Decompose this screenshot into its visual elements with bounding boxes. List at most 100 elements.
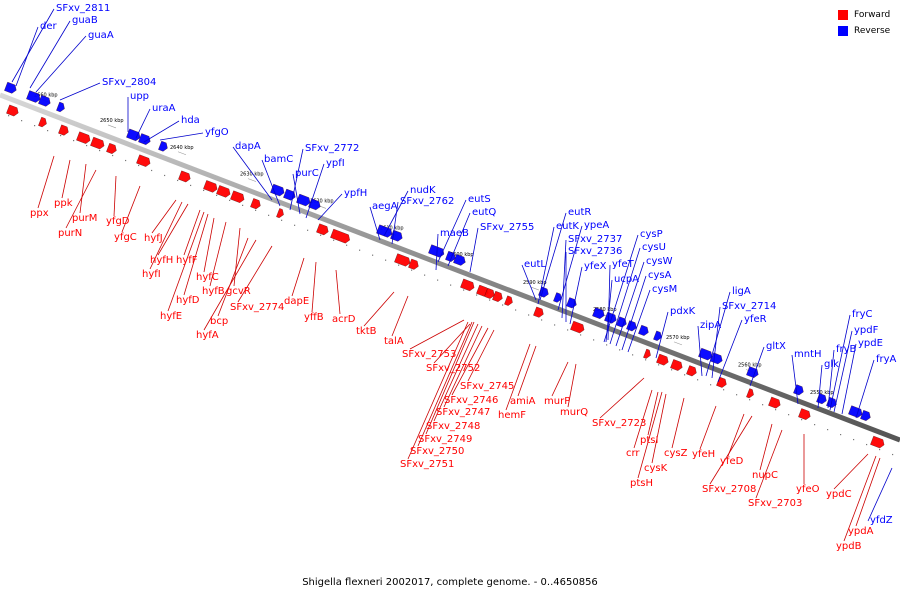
minor-tick bbox=[528, 314, 530, 316]
minor-tick bbox=[86, 144, 88, 147]
minor-tick bbox=[385, 259, 387, 261]
forward-gene-label: hyfI bbox=[142, 269, 161, 280]
forward-gene-label: SFxv_2703 bbox=[748, 498, 802, 509]
forward-gene-label: ypdC bbox=[826, 489, 852, 500]
forward-gene-leader bbox=[217, 237, 249, 317]
forward-gene-leader bbox=[113, 175, 117, 217]
reverse-gene-leader bbox=[447, 212, 471, 267]
forward-gene-label: ppk bbox=[54, 198, 73, 209]
reverse-gene-label: fryB bbox=[836, 344, 857, 355]
reverse-gene-leader bbox=[521, 264, 537, 301]
minor-tick bbox=[723, 389, 725, 391]
forward-gene-label: purN bbox=[58, 228, 82, 239]
reverse-gene-label: maeB bbox=[440, 228, 469, 239]
reverse-gene-block bbox=[698, 347, 713, 361]
reverse-gene-label: eutK bbox=[556, 221, 579, 232]
reverse-gene-label: bamC bbox=[264, 154, 293, 165]
minor-tick bbox=[840, 434, 842, 436]
kbp-tick-mark bbox=[530, 286, 540, 291]
reverse-gene-leader bbox=[11, 8, 55, 83]
forward-gene-block bbox=[768, 396, 781, 409]
minor-tick bbox=[320, 234, 322, 236]
kbp-tick-label: 2550 kbp bbox=[810, 390, 834, 396]
forward-gene-label: yfeO bbox=[796, 484, 820, 495]
forward-gene-label: hyfC bbox=[196, 272, 219, 283]
forward-gene-leader bbox=[149, 201, 183, 270]
reverse-gene-block bbox=[158, 140, 168, 152]
forward-gene-label: ptsH bbox=[630, 478, 653, 489]
reverse-gene-block bbox=[453, 254, 466, 266]
reverse-gene-block bbox=[592, 307, 605, 319]
reverse-gene-block bbox=[38, 94, 51, 107]
reverse-gene-label: yfdZ bbox=[870, 515, 893, 526]
forward-gene-leader bbox=[551, 361, 569, 397]
reverse-gene-leader bbox=[833, 330, 853, 413]
minor-tick bbox=[749, 399, 751, 401]
reverse-gene-label: cysM bbox=[652, 284, 677, 295]
reverse-gene-label: SFxv_2755 bbox=[480, 222, 534, 233]
forward-gene-leader bbox=[833, 453, 869, 490]
forward-gene-block bbox=[136, 154, 151, 167]
reverse-gene-block bbox=[793, 384, 804, 396]
reverse-gene-leader bbox=[705, 291, 731, 377]
reverse-gene-label: nudK bbox=[410, 185, 436, 196]
forward-gene-block bbox=[38, 116, 47, 128]
minor-tick bbox=[307, 229, 309, 231]
reverse-gene-label: ypdE bbox=[858, 338, 883, 349]
reverse-gene-leader bbox=[391, 201, 399, 245]
forward-gene-label: hyfE bbox=[160, 311, 182, 322]
reverse-gene-label: yfeR bbox=[744, 314, 767, 325]
reverse-gene-label: glk bbox=[824, 359, 839, 370]
reverse-gene-leader bbox=[749, 346, 765, 387]
forward-gene-block bbox=[460, 278, 475, 292]
reverse-gene-label: cysU bbox=[642, 242, 666, 253]
forward-gene-label: SFxv_2753 bbox=[402, 349, 456, 360]
forward-gene-block bbox=[533, 306, 544, 318]
minor-tick bbox=[489, 299, 491, 301]
minor-tick bbox=[450, 284, 452, 286]
minor-tick bbox=[580, 334, 582, 336]
forward-gene-label: SFxv_2749 bbox=[418, 434, 472, 445]
minor-tick bbox=[814, 424, 816, 426]
forward-gene-leader bbox=[311, 261, 317, 313]
forward-gene-leader bbox=[61, 159, 71, 199]
minor-tick bbox=[216, 194, 218, 196]
forward-gene-leader bbox=[759, 423, 773, 471]
kbp-tick-label: 2600 kbp bbox=[450, 252, 474, 258]
kbp-tick-mark bbox=[177, 151, 187, 156]
forward-gene-label: yfeH bbox=[692, 449, 715, 460]
reverse-gene-leader bbox=[59, 82, 101, 101]
minor-tick bbox=[346, 244, 348, 246]
kbp-tick-label: 2570 kbp bbox=[666, 335, 690, 341]
forward-gene-block bbox=[746, 388, 754, 399]
forward-gene-leader bbox=[151, 199, 177, 234]
forward-gene-leader bbox=[407, 321, 469, 460]
reverse-gene-label: ypfI bbox=[326, 158, 345, 169]
reverse-gene-leader bbox=[159, 132, 204, 141]
forward-gene-leader bbox=[709, 415, 753, 485]
reverse-gene-label: mntH bbox=[794, 349, 822, 360]
forward-gene-leader bbox=[567, 363, 577, 408]
forward-gene-block bbox=[76, 131, 91, 144]
minor-tick bbox=[60, 135, 62, 137]
forward-gene-leader bbox=[699, 405, 717, 450]
forward-gene-block bbox=[504, 295, 513, 306]
forward-gene-label: tktB bbox=[356, 326, 377, 337]
kbp-tick-label: 2590 kbp bbox=[523, 280, 547, 286]
reverse-gene-label: gltX bbox=[766, 341, 786, 352]
minor-tick bbox=[736, 394, 738, 396]
minor-tick bbox=[866, 443, 868, 446]
reverse-gene-label: yfeX bbox=[584, 261, 607, 272]
forward-gene-label: crr bbox=[626, 448, 640, 459]
forward-gene-block bbox=[6, 104, 19, 117]
forward-gene-leader bbox=[167, 211, 205, 312]
forward-gene-label: SFxv_2752 bbox=[426, 363, 480, 374]
forward-gene-block bbox=[230, 190, 245, 203]
reverse-gene-block bbox=[428, 244, 445, 258]
reverse-gene-leader bbox=[537, 226, 555, 305]
legend-reverse-label: Reverse bbox=[854, 26, 891, 36]
forward-gene-label: acrD bbox=[332, 314, 356, 325]
reverse-gene-label: cysA bbox=[648, 270, 672, 281]
forward-gene-block bbox=[686, 365, 697, 377]
